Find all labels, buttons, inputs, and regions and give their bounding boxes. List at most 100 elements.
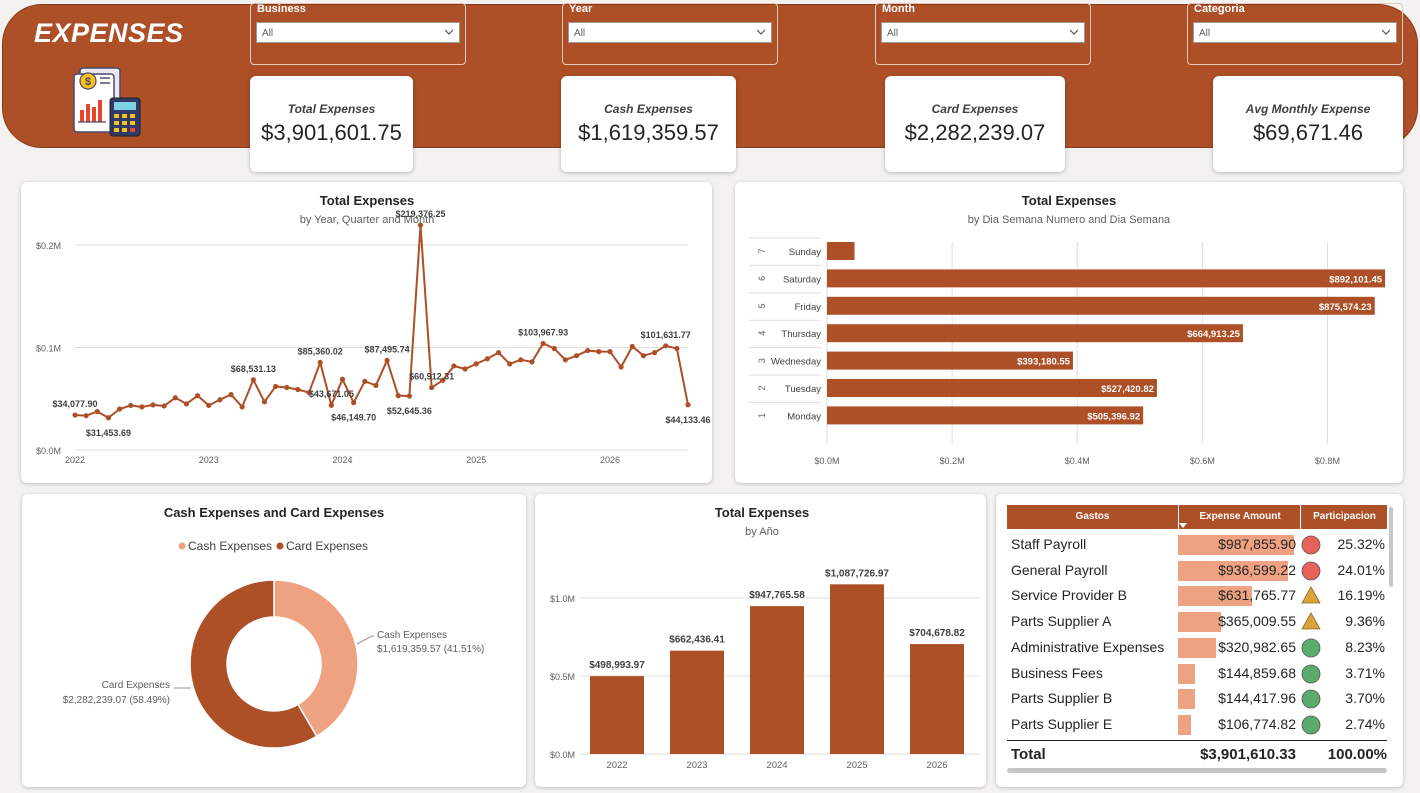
filter-categoria: Categoria All [1187, 3, 1403, 65]
data-point [317, 359, 323, 366]
row-name: Administrative Expenses [1011, 638, 1165, 655]
data-label: $43,671.05 [309, 389, 354, 399]
table-row[interactable]: Parts Supplier E $106,774.82 2.74% [1007, 712, 1387, 738]
status-circle-icon [1301, 638, 1321, 658]
horizontal-scrollbar[interactable] [1007, 768, 1387, 773]
data-point [518, 357, 524, 363]
x-tick-label: $0.2M [940, 456, 965, 466]
weekday-number-label: 4 [757, 331, 767, 336]
kpi-label: Cash Expenses [604, 102, 693, 116]
weekday-number-label: 7 [757, 248, 767, 253]
bar [910, 644, 964, 754]
weekday-label: Sunday [789, 247, 821, 258]
weekday-number-label: 2 [757, 385, 767, 390]
table-row[interactable]: Parts Supplier A $365,009.55 9.36% [1007, 609, 1387, 635]
row-name: Parts Supplier B [1011, 690, 1113, 707]
row-name: Parts Supplier A [1011, 613, 1112, 630]
data-label: $103,967.93 [518, 327, 568, 337]
data-label: $34,077.90 [52, 399, 97, 409]
y-tick-label: $0.2M [36, 241, 61, 251]
data-label: $505,396.92 [1087, 411, 1140, 422]
table-row[interactable]: Administrative Expenses $320,982.65 8.23% [1007, 635, 1387, 661]
line-chart-card: Total Expenses by Year, Quarter and Month… [21, 182, 712, 483]
column-header-participacion[interactable]: Participacion [1300, 505, 1388, 529]
data-point [462, 366, 468, 372]
weekday-bar-chart-card: Total Expenses by Dia Semana Numero and D… [735, 182, 1403, 483]
x-tick-label: 2023 [199, 455, 219, 465]
data-point [206, 402, 212, 409]
data-label: $101,631.77 [641, 330, 691, 340]
vertical-scrollbar[interactable] [1389, 507, 1393, 587]
weekday-label: Wednesday [771, 357, 821, 368]
data-point [384, 357, 390, 363]
row-amount-bar [1178, 714, 1191, 735]
kpi-cash-expenses: Cash Expenses $1,619,359.57 [561, 76, 736, 172]
row-name: General Payroll [1011, 561, 1108, 578]
data-label: $947,765.58 [749, 590, 805, 601]
weekday-label: Monday [787, 411, 821, 422]
filter-year-label: Year [569, 3, 593, 15]
weekday-bar-chart: Total Expenses by Dia Semana Numero and D… [749, 193, 1386, 466]
legend-label: Cash Expenses [188, 539, 272, 553]
page-title: EXPENSES [34, 18, 184, 48]
bar [827, 351, 1073, 370]
column-header-expense-amount[interactable]: Expense Amount [1178, 505, 1301, 529]
data-label: $704,678.82 [909, 628, 965, 639]
filter-categoria-dropdown[interactable]: All [1193, 22, 1397, 43]
filter-business-dropdown[interactable]: All [256, 22, 460, 43]
data-point [674, 345, 680, 352]
series-line [74, 225, 689, 419]
data-point [217, 397, 223, 403]
x-tick-label: $0.6M [1190, 456, 1215, 466]
filter-month-dropdown[interactable]: All [881, 22, 1085, 43]
filter-business-label: Business [257, 3, 306, 15]
table-row[interactable]: Staff Payroll $987,855.90 25.32% [1007, 532, 1387, 558]
column-header-gastos[interactable]: Gastos [1075, 511, 1110, 522]
table-row[interactable]: Service Provider B $631,765.77 16.19% [1007, 583, 1387, 609]
row-status [1301, 586, 1321, 609]
table-row[interactable]: Parts Supplier B $144,417.96 3.70% [1007, 686, 1387, 712]
filter-business: Business All [250, 3, 466, 65]
bar [827, 406, 1144, 425]
data-label: $393,180.55 [1017, 357, 1071, 368]
y-tick-label: $0.5M [550, 672, 575, 682]
donut-slice [189, 579, 318, 749]
data-point [284, 384, 290, 391]
data-point [172, 395, 178, 401]
data-label: $498,993.97 [589, 660, 645, 671]
weekday-label: Tuesday [785, 384, 821, 395]
table-row[interactable]: Business Fees $144,859.68 3.71% [1007, 661, 1387, 687]
year-bar-chart: Total Expenses by Año $0.0M $0.5M $1.0M $498,… [550, 505, 980, 771]
data-point [640, 353, 647, 359]
row-status [1301, 715, 1321, 740]
kpi-card-expenses: Card Expenses $2,282,239.07 [885, 76, 1065, 172]
chart-subtitle: by Dia Semana Numero and Dia Semana [968, 214, 1171, 226]
row-pct: 25.32% [1337, 536, 1385, 552]
row-name: Staff Payroll [1011, 536, 1087, 552]
data-point [94, 408, 100, 415]
data-point [429, 384, 435, 391]
data-point [551, 345, 557, 352]
data-point [440, 377, 446, 383]
table-row[interactable]: General Payroll $936,599.22 24.01% [1007, 558, 1387, 584]
weekday-number-label: 3 [757, 358, 767, 363]
x-tick-label: 2024 [766, 760, 787, 771]
x-tick-label: 2022 [606, 760, 627, 771]
data-point [183, 401, 190, 407]
bar [827, 379, 1157, 397]
row-status [1301, 612, 1321, 635]
kpi-value: $2,282,239.07 [904, 120, 1046, 145]
kpi-label: Avg Monthly Expense [1245, 102, 1371, 116]
data-label: $68,531.13 [231, 364, 276, 374]
data-point [685, 402, 691, 408]
x-tick-label: 2026 [600, 455, 620, 465]
sort-descending-icon [1179, 523, 1187, 528]
row-name: Business Fees [1011, 664, 1103, 681]
data-label: $46,149.70 [331, 413, 376, 423]
row-amount-bar [1178, 637, 1216, 658]
table-header [1007, 505, 1387, 529]
filter-categoria-label: Categoria [1194, 3, 1245, 15]
filter-year-dropdown[interactable]: All [568, 22, 772, 43]
data-label: $1,087,726.97 [825, 568, 889, 579]
data-point [295, 386, 301, 393]
